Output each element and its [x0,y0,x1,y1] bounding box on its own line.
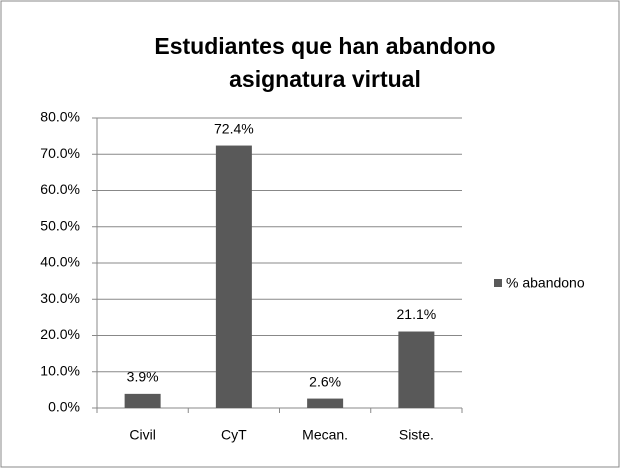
y-tick-label: 0.0% [48,399,80,415]
bar [215,145,252,409]
value-label: 72.4% [214,120,254,136]
x-tick-label: Mecan. [302,427,348,443]
y-tick-label: 40.0% [40,254,80,270]
y-tick-label: 30.0% [40,290,80,306]
y-tick-label: 20.0% [40,326,80,342]
bar [124,393,161,408]
bar [398,331,435,408]
value-label: 21.1% [397,306,437,322]
y-tick-label: 70.0% [40,145,80,161]
value-label: 3.9% [127,369,159,385]
x-tick-label: Siste. [399,427,434,443]
chart-title: Estudiantes que han abandono asignatura … [154,33,496,92]
y-tick-label: 80.0% [40,109,80,125]
y-tick-label: 50.0% [40,217,80,233]
value-label: 2.6% [309,373,341,389]
legend-swatch [494,279,502,287]
y-tick-label: 60.0% [40,181,80,197]
y-tick-label: 10.0% [40,362,80,378]
legend-label: % abandono [506,275,585,291]
bar [307,398,344,408]
x-tick-label: Civil [129,427,155,443]
x-tick-label: CyT [221,427,247,443]
